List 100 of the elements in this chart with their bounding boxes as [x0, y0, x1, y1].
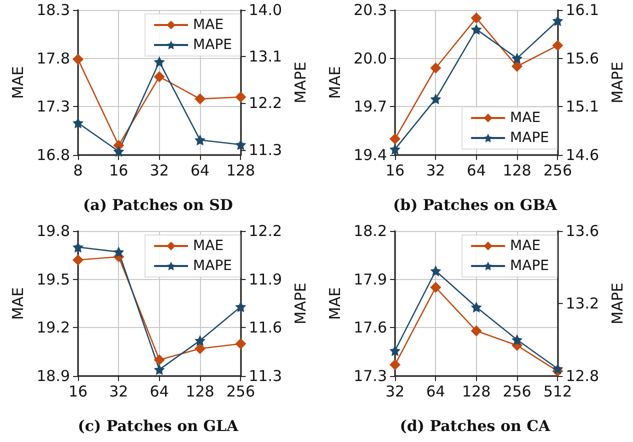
- y2-tick-label: 14.0: [248, 1, 282, 19]
- x-tick-label: 8: [73, 162, 83, 180]
- x-tick-label: 64: [466, 162, 486, 180]
- point: [430, 282, 442, 293]
- y2-tick-label: 12.8: [566, 367, 600, 385]
- point: [194, 343, 206, 354]
- point: [512, 52, 523, 64]
- y2-tick-label: 14.6: [566, 146, 600, 164]
- text: (d) Patches on CA: [398, 417, 552, 435]
- point: [194, 335, 206, 346]
- legend-label: MAE: [193, 17, 224, 33]
- y-tick-label: 18.9: [36, 367, 70, 385]
- x-tick-label: 16: [385, 162, 405, 180]
- point: [390, 359, 400, 370]
- x-tick-label: 64: [150, 382, 169, 400]
- y2-tick-label: 13.2: [566, 294, 600, 312]
- y2-tick-label: 13.6: [566, 222, 600, 240]
- y-tick-label: 17.3: [36, 98, 70, 116]
- y-axis-title: MAE: [326, 287, 344, 320]
- point: [512, 60, 523, 72]
- y-tick-label: 17.9: [354, 270, 387, 288]
- y2-axis-title: MAPE: [292, 282, 310, 324]
- y2-tick-label: 13.1: [248, 48, 282, 66]
- point: [470, 12, 482, 24]
- point: [72, 242, 84, 253]
- y-tick-label: 20.0: [354, 49, 387, 68]
- y2-tick-label: 12.2: [248, 94, 282, 112]
- legend-label: MAE: [193, 238, 224, 254]
- point: [72, 54, 84, 65]
- y-tick-label: 17.3: [354, 367, 387, 385]
- point: [552, 363, 564, 374]
- point: [154, 71, 165, 82]
- text: (b) Patches on GBA: [392, 196, 558, 214]
- x-tick-label: 16: [68, 382, 88, 400]
- point: [430, 62, 442, 74]
- y-axis-title: MAE: [9, 287, 28, 320]
- point: [470, 302, 482, 313]
- x-tick-label: 256: [226, 382, 256, 400]
- point: [390, 345, 400, 356]
- point: [72, 117, 84, 128]
- legend-label: MAPE: [510, 130, 550, 146]
- y-tick-label: 18.2: [354, 222, 387, 240]
- x-tick-label: 128: [226, 162, 256, 180]
- y2-axis-title: MAPE: [608, 62, 626, 104]
- x-tick-label: 32: [385, 382, 405, 400]
- text: (a) Patches on SD: [82, 196, 234, 214]
- x-tick-label: 64: [190, 162, 210, 180]
- y-tick-label: 20.3: [354, 1, 387, 19]
- point: [72, 254, 84, 266]
- x-tick-label: 256: [502, 382, 532, 400]
- x-tick-label: 128: [502, 162, 532, 180]
- x-tick-label: 512: [543, 382, 572, 400]
- x-tick-label: 32: [150, 162, 169, 180]
- x-tick-label: 128: [186, 382, 214, 400]
- y-tick-label: 19.8: [36, 222, 70, 240]
- point: [194, 93, 206, 104]
- y-tick-label: 19.7: [354, 98, 387, 116]
- point: [235, 92, 246, 102]
- point: [390, 144, 400, 155]
- x-tick-label: 128: [462, 382, 491, 400]
- y2-tick-label: 15.1: [566, 98, 600, 116]
- y-tick-label: 19.2: [36, 318, 70, 337]
- y-tick-label: 18.3: [36, 1, 70, 19]
- point: [552, 40, 564, 51]
- x-tick-label: 16: [109, 162, 128, 180]
- y2-tick-label: 11.9: [248, 270, 282, 288]
- x-tick-label: 32: [109, 382, 128, 400]
- point: [235, 139, 246, 150]
- point: [235, 338, 246, 350]
- y2-tick-label: 11.3: [248, 140, 282, 159]
- point: [430, 265, 442, 276]
- legend-label: MAPE: [193, 258, 232, 274]
- y2-tick-label: 15.6: [566, 49, 600, 68]
- point: [512, 334, 523, 346]
- text: (c) Patches on GLA: [76, 417, 240, 435]
- y-tick-label: 19.5: [36, 270, 70, 288]
- y-axis-title: MAE: [326, 66, 344, 99]
- y2-tick-label: 16.1: [566, 1, 600, 19]
- point: [113, 146, 124, 157]
- point: [194, 134, 206, 146]
- y-tick-label: 17.8: [36, 49, 70, 68]
- y-axis-title: MAE: [9, 66, 28, 99]
- point: [390, 133, 400, 144]
- legend-label: MAPE: [193, 37, 232, 53]
- y2-tick-label: 12.2: [248, 222, 282, 240]
- y-tick-label: 16.8: [36, 146, 70, 164]
- legend-label: MAE: [510, 238, 541, 254]
- legend-label: MAE: [510, 110, 541, 126]
- point: [470, 24, 482, 35]
- x-tick-label: 256: [543, 162, 572, 180]
- y2-tick-label: 11.3: [248, 367, 282, 385]
- point: [154, 364, 165, 376]
- point: [470, 325, 482, 336]
- y-tick-label: 19.4: [354, 146, 387, 164]
- point: [154, 56, 165, 68]
- point: [430, 93, 442, 104]
- point: [113, 246, 124, 258]
- x-tick-label: 32: [426, 162, 446, 180]
- x-tick-label: 64: [426, 382, 446, 400]
- y2-axis-title: MAPE: [608, 282, 626, 324]
